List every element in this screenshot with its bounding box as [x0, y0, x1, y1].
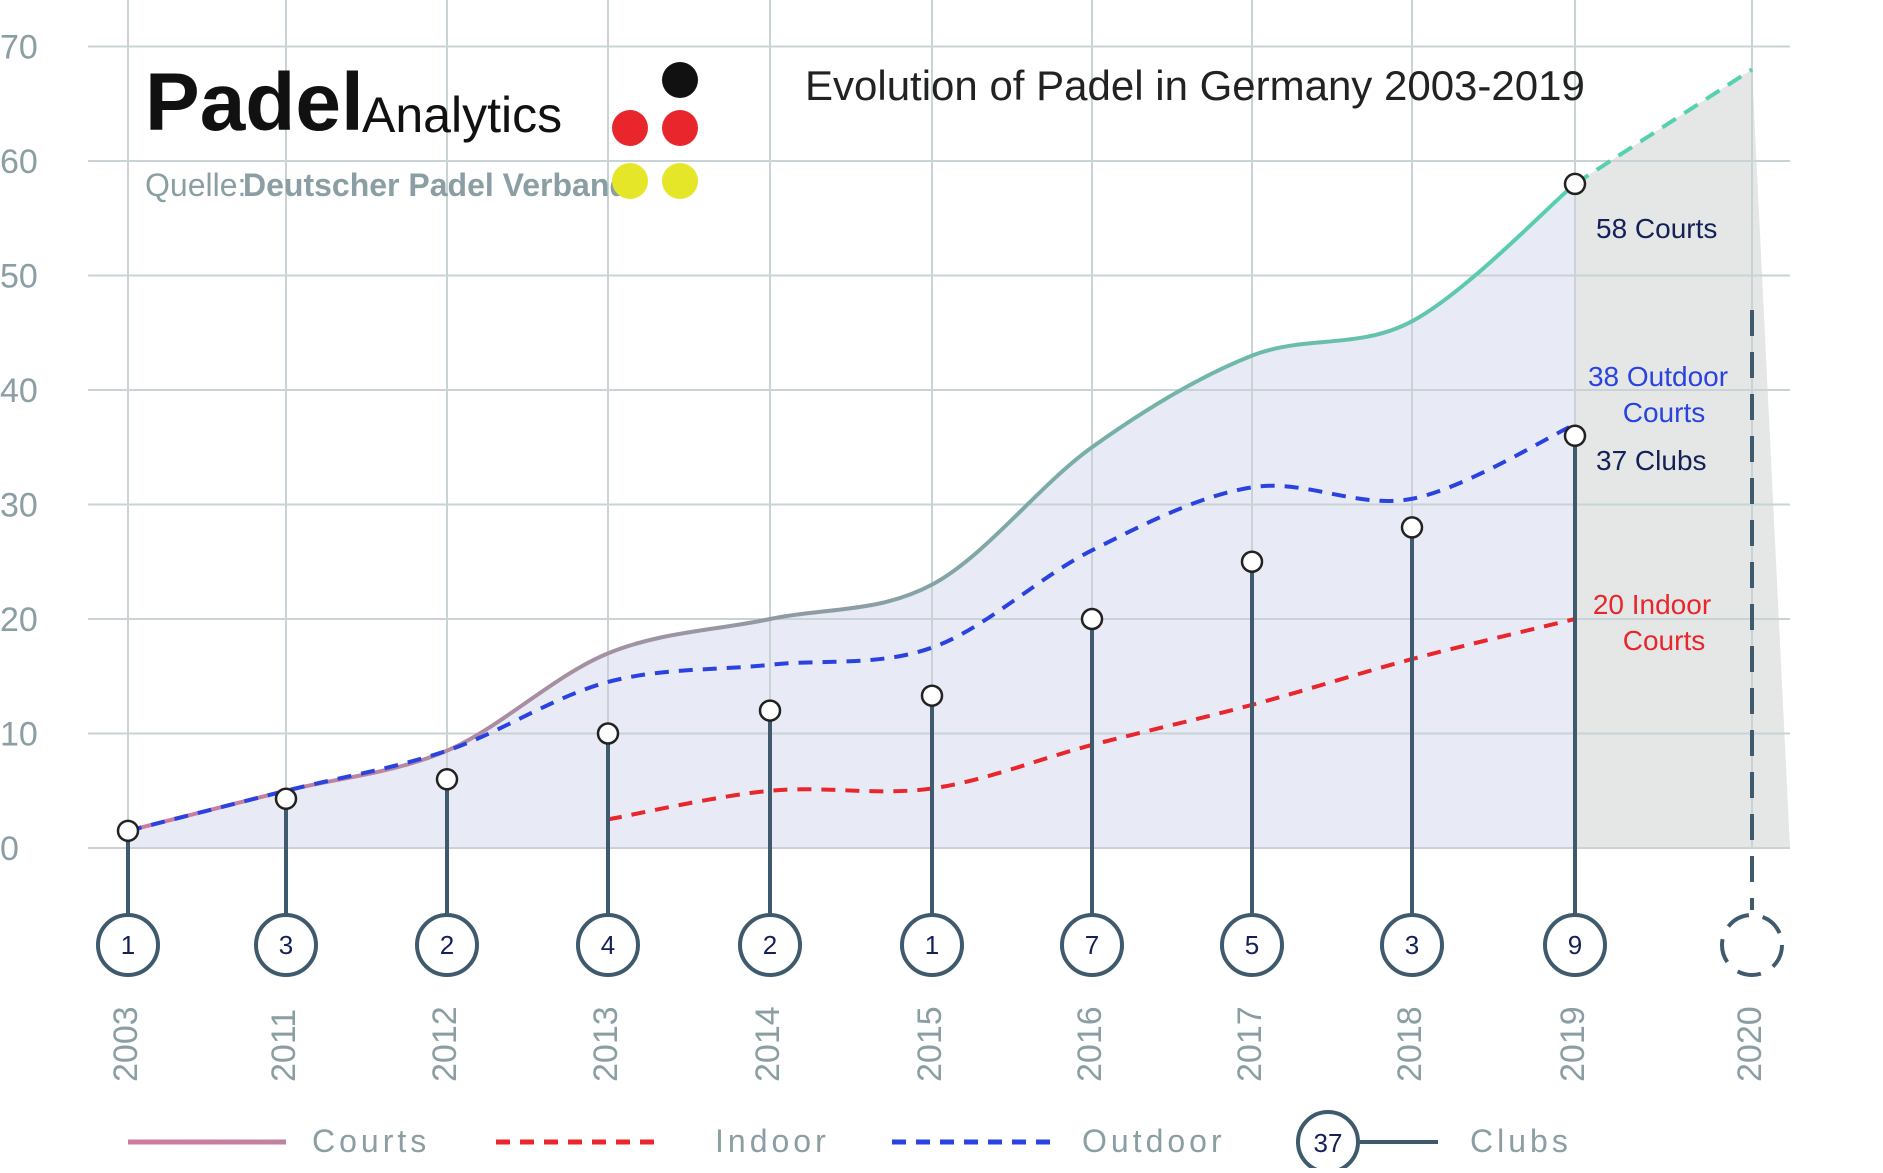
y-tick-label: 50	[0, 258, 38, 296]
new-clubs-badge-value: 5	[1245, 930, 1259, 960]
new-clubs-badge-value: 9	[1568, 930, 1582, 960]
y-tick-label: 20	[0, 601, 38, 639]
grid-layer: 0 10 20 30 40 50 60 70 2003 2011 2012 2013 2014 2015 2…	[0, 0, 1790, 1082]
courts-forecast-line	[1573, 67, 1754, 186]
new-clubs-badge	[900, 913, 964, 977]
forecast-top-mask	[1575, 46, 1790, 184]
clubs-point	[1240, 550, 1264, 573]
y-tick-label: 10	[0, 716, 38, 754]
new-clubs-badge	[576, 913, 640, 977]
clubs-point	[274, 787, 298, 811]
legend: Courts Indoor Outdoor 37 Clubs	[128, 1110, 1572, 1173]
forecast-badge	[1720, 913, 1784, 977]
courts-line	[127, 182, 1577, 833]
y-tick-label: 70	[0, 29, 38, 67]
legend-indoor-label: Indoor	[715, 1123, 830, 1159]
new-clubs-badge	[1220, 913, 1284, 977]
annotation-clubs: 37 Clubs	[1596, 445, 1707, 476]
source-name: Deutscher Padel Verband	[243, 167, 629, 203]
x-tick-label: 2019	[1554, 1006, 1592, 1082]
legend-courts-label: Courts	[312, 1123, 430, 1159]
annotation-indoor-2: Courts	[1623, 625, 1705, 656]
annotation-outdoor-2: Courts	[1623, 397, 1705, 428]
logo-sub: Analytics	[362, 87, 562, 143]
legend-clubs-badge-value: 37	[1314, 1128, 1343, 1158]
x-tick-label: 2003	[107, 1006, 145, 1082]
x-tick-label: 2016	[1071, 1006, 1109, 1082]
new-clubs-badge-value: 4	[601, 930, 615, 960]
clubs-point	[920, 684, 944, 707]
clubs-point	[1400, 516, 1424, 539]
x-tick-label: 2013	[587, 1006, 625, 1082]
clubs-point	[1563, 424, 1587, 448]
clubs-layer: 1 3 2 4 2 1 7 5 3 9	[96, 172, 1784, 977]
chart-title: Evolution of Padel in Germany 2003-2019	[805, 62, 1585, 109]
courts-point-2019	[1563, 172, 1587, 196]
new-clubs-badge-value: 1	[121, 930, 135, 960]
annotation-outdoor: 38 Outdoor	[1588, 361, 1728, 392]
new-clubs-badge-value: 2	[440, 930, 454, 960]
new-clubs-badge	[1060, 913, 1124, 977]
logo-main: Padel	[145, 57, 364, 148]
new-clubs-badge	[254, 913, 318, 977]
logo: Padel Analytics Quelle: Deutscher Padel …	[145, 57, 698, 203]
legend-clubs-label: Clubs	[1470, 1123, 1572, 1159]
clubs-point	[435, 768, 459, 791]
source-label: Quelle:	[145, 167, 246, 203]
new-clubs-badge-value: 7	[1085, 930, 1099, 960]
y-tick-label: 0	[0, 830, 19, 868]
clubs-point	[116, 819, 140, 843]
area-layer	[128, 0, 1800, 848]
new-clubs-badge-value: 1	[925, 930, 939, 960]
x-tick-label: 2014	[749, 1006, 787, 1082]
annotation-indoor: 20 Indoor	[1593, 589, 1711, 620]
flag-dot-gold	[612, 163, 648, 199]
labels-layer: 58 Courts 38 Outdoor Courts 37 Clubs 20 Indo…	[1588, 213, 1728, 656]
flag-dot-black	[662, 62, 698, 98]
new-clubs-badge	[96, 913, 160, 977]
y-tick-label: 40	[0, 372, 38, 410]
new-clubs-badge	[1543, 913, 1607, 977]
y-tick-label: 30	[0, 487, 38, 525]
clubs-point	[1080, 607, 1104, 631]
x-tick-label: 2015	[911, 1006, 949, 1082]
x-tick-label: 2012	[426, 1006, 464, 1082]
x-tick-label: 2018	[1391, 1006, 1429, 1082]
annotation-courts: 58 Courts	[1596, 213, 1717, 244]
y-tick-label: 60	[0, 143, 38, 181]
flag-dot-red	[662, 110, 698, 146]
flag-dot-red	[612, 110, 648, 146]
clubs-point	[596, 722, 620, 745]
x-tick-label: 2017	[1231, 1006, 1269, 1082]
flag-dot-gold	[662, 163, 698, 199]
new-clubs-badge	[415, 913, 479, 977]
new-clubs-badge-value: 3	[279, 930, 293, 960]
courts-area	[128, 183, 1575, 848]
new-clubs-badge	[1380, 913, 1444, 977]
new-clubs-badge-value: 3	[1405, 930, 1419, 960]
new-clubs-badge-value: 2	[763, 930, 777, 960]
clubs-point	[758, 699, 782, 722]
forecast-area	[1575, 69, 1790, 848]
legend-outdoor-label: Outdoor	[1082, 1123, 1226, 1159]
x-tick-label: 2020	[1731, 1006, 1769, 1082]
outdoor-line	[127, 422, 1576, 833]
new-clubs-badge	[738, 913, 802, 977]
x-tick-label: 2011	[265, 1009, 303, 1082]
